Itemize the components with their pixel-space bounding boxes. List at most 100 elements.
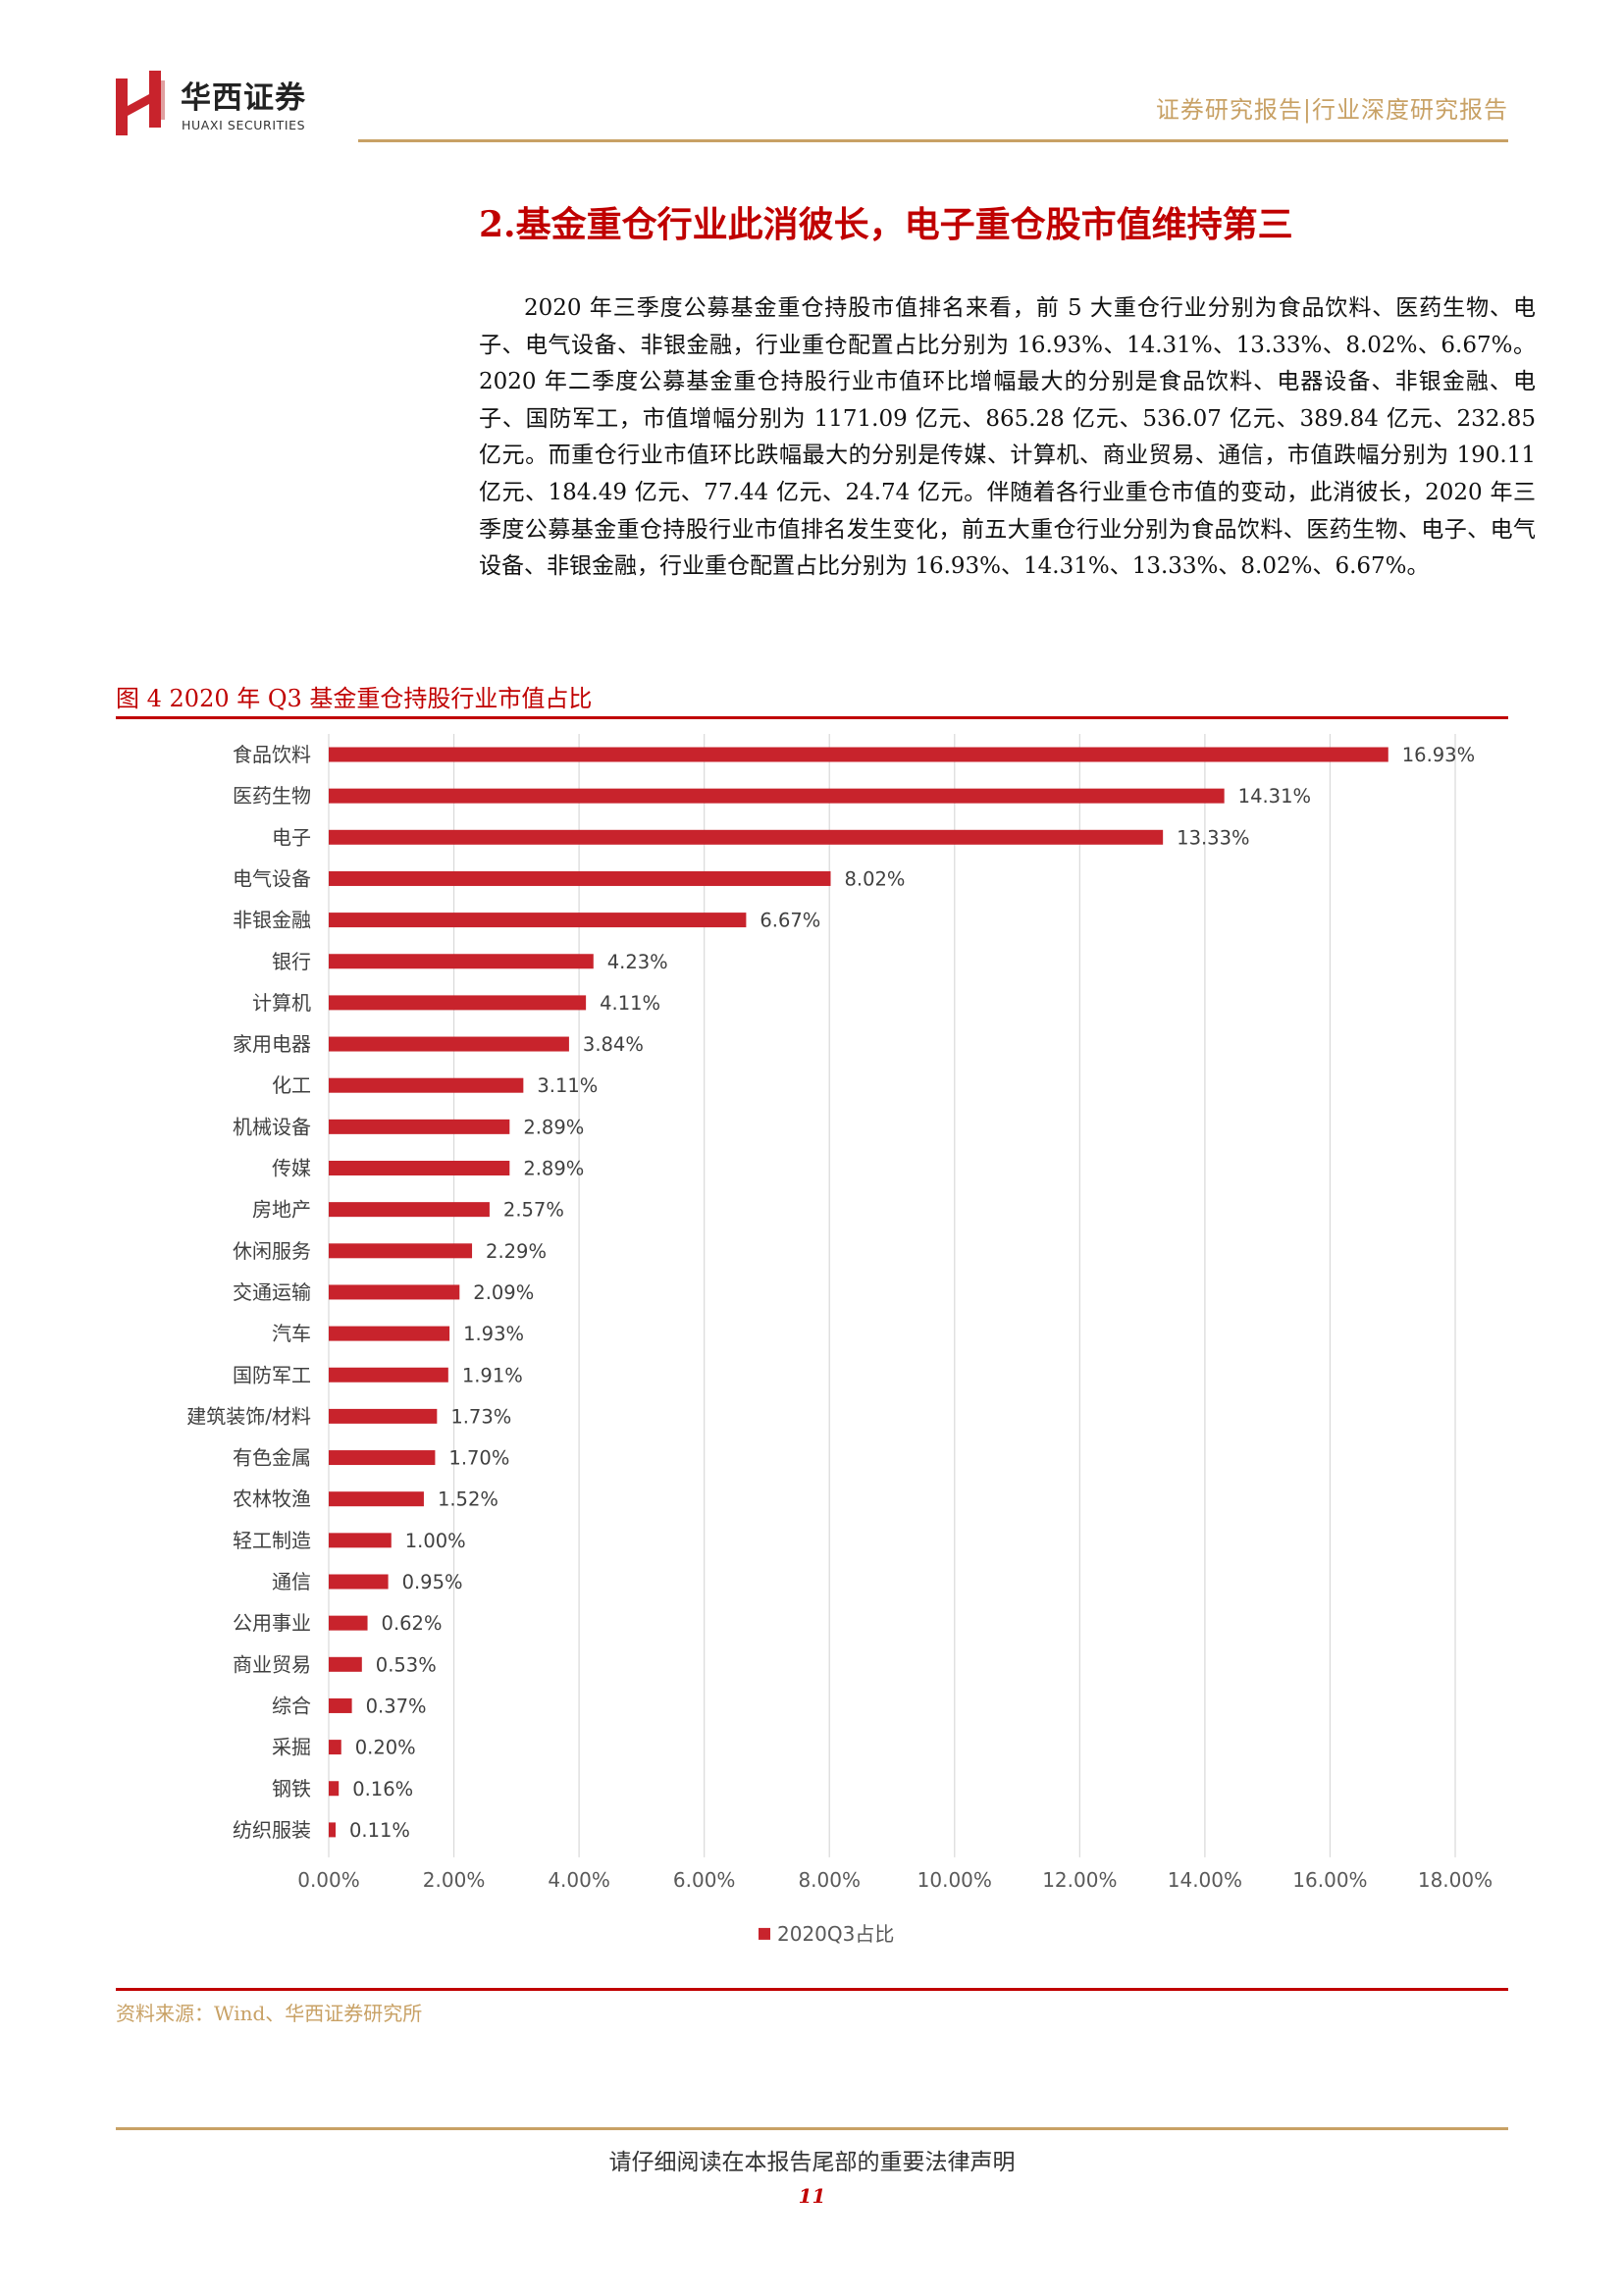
data-label: 2.89% [523, 1116, 584, 1138]
data-label: 2.89% [523, 1158, 584, 1180]
data-label: 14.31% [1238, 785, 1311, 808]
source-note: 资料来源：Wind、华西证券研究所 [116, 2002, 423, 2025]
data-label: 2.57% [503, 1199, 564, 1222]
bar [329, 913, 747, 928]
data-label: 0.62% [382, 1612, 443, 1635]
category-label: 食品饮料 [233, 743, 311, 766]
data-label: 1.52% [438, 1488, 498, 1511]
category-label: 有色金属 [233, 1446, 311, 1470]
x-tick-label: 0.00% [297, 1868, 360, 1892]
category-label: 交通运输 [233, 1280, 311, 1304]
bar [329, 829, 1164, 845]
data-label: 0.11% [349, 1819, 410, 1842]
data-label: 1.93% [463, 1323, 524, 1345]
category-label: 公用事业 [233, 1611, 311, 1635]
category-label: 建筑装饰/材料 [186, 1404, 311, 1428]
data-label: 1.73% [450, 1405, 511, 1428]
caption-divider [116, 716, 1508, 719]
category-label: 商业贸易 [233, 1652, 311, 1676]
x-tick-label: 2.00% [423, 1868, 486, 1892]
bar [329, 1119, 510, 1134]
bar [329, 1656, 362, 1672]
brand-name-en: HUAXI SECURITIES [182, 118, 306, 132]
bar [329, 1326, 450, 1341]
legal-notice: 请仔细阅读在本报告尾部的重要法律声明 [608, 2150, 1016, 2175]
data-label: 2.29% [486, 1240, 547, 1263]
legend-label: 2020Q3占比 [777, 1922, 894, 1946]
bar-chart-svg: 0.00% 2.00% 4.00% 6.00% 8.00% 10.00% 12.00% 14.… [186, 734, 1493, 1946]
bar [329, 1408, 438, 1424]
category-label: 机械设备 [233, 1115, 311, 1138]
x-tick-label: 12.00% [1042, 1868, 1117, 1892]
category-label: 医药生物 [233, 784, 311, 808]
bar [329, 1615, 368, 1631]
data-label: 1.00% [405, 1530, 466, 1552]
category-label: 家用电器 [233, 1032, 311, 1056]
category-label: 汽车 [272, 1322, 311, 1345]
category-label: 房地产 [252, 1198, 311, 1222]
category-label: 非银金融 [233, 909, 311, 932]
category-label: 综合 [272, 1694, 311, 1717]
bar [329, 870, 831, 886]
category-label: 农林牧渔 [233, 1487, 311, 1511]
body-paragraph: 2020 年三季度公募基金重仓持股市值排名来看，前 5 大重仓行业分别为食品饮料… [479, 295, 1536, 580]
figure-caption: 图 4 2020 年 Q3 基金重仓持股行业市值占比 [116, 685, 593, 712]
x-tick-label: 4.00% [548, 1868, 610, 1892]
category-label: 计算机 [252, 991, 311, 1015]
bar [329, 1740, 341, 1755]
bar [329, 1284, 460, 1300]
x-tick-label: 6.00% [673, 1868, 736, 1892]
data-label: 0.20% [355, 1737, 416, 1759]
source-divider [116, 1988, 1508, 1991]
company-logo: 华西证券 HUAXI SECURITIES [116, 71, 337, 135]
category-label: 传媒 [272, 1157, 311, 1180]
data-label: 8.02% [844, 867, 905, 890]
category-label: 银行 [272, 950, 311, 973]
footer-divider [116, 2127, 1508, 2130]
x-tick-label: 8.00% [798, 1868, 861, 1892]
data-label: 4.11% [600, 992, 660, 1015]
category-label: 国防军工 [233, 1363, 311, 1386]
bar [329, 1533, 392, 1548]
section-title: 2.基金重仓行业此消彼长，电子重仓股市值维持第三 [479, 204, 1293, 245]
bar [329, 1077, 524, 1093]
category-label: 纺织服装 [233, 1818, 311, 1842]
data-label: 3.84% [583, 1033, 644, 1056]
bar [329, 1574, 389, 1590]
category-label: 钢铁 [272, 1777, 311, 1800]
category-label: 通信 [272, 1570, 311, 1593]
bar [329, 788, 1225, 804]
bar [329, 1450, 436, 1466]
x-tick-label: 18.00% [1418, 1868, 1493, 1892]
category-label: 化工 [272, 1073, 311, 1097]
x-tick-label: 10.00% [917, 1868, 992, 1892]
huaxi-logo-icon [116, 71, 165, 135]
data-label: 6.67% [760, 910, 820, 932]
data-label: 16.93% [1402, 744, 1475, 766]
bar [329, 1367, 448, 1383]
report-type: 证券研究报告|行业深度研究报告 [1155, 96, 1508, 124]
category-label: 电气设备 [233, 866, 311, 890]
data-label: 0.95% [402, 1571, 463, 1593]
data-label: 0.16% [352, 1778, 413, 1800]
page-number: 11 [798, 2184, 826, 2208]
bar [329, 1243, 473, 1259]
x-tick-label: 14.00% [1168, 1868, 1242, 1892]
bar [329, 995, 587, 1011]
data-label: 1.91% [462, 1364, 523, 1386]
data-label: 13.33% [1177, 826, 1249, 849]
bar [329, 1036, 569, 1052]
data-label: 1.70% [448, 1447, 509, 1470]
bar [329, 747, 1388, 762]
bar [329, 954, 594, 969]
category-label: 电子 [272, 825, 311, 849]
data-label: 4.23% [607, 951, 668, 973]
brand-name-cn: 华西证券 [181, 80, 306, 116]
category-label: 采掘 [272, 1736, 311, 1759]
category-label: 轻工制造 [233, 1529, 311, 1552]
header-divider [358, 139, 1508, 142]
legend-swatch [759, 1927, 770, 1940]
bar [329, 1822, 337, 1838]
data-label: 3.11% [537, 1074, 598, 1097]
category-label: 休闲服务 [233, 1239, 311, 1263]
